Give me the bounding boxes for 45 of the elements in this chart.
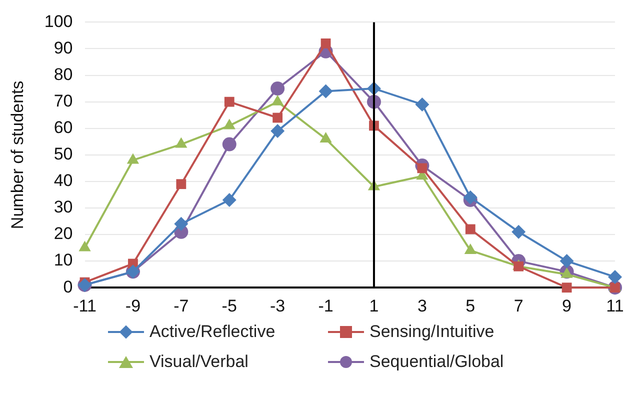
point — [320, 38, 331, 48]
point — [465, 224, 476, 234]
x-tick-label: 1 — [369, 296, 379, 316]
y-tick-label: 40 — [54, 171, 73, 190]
point — [512, 224, 526, 239]
x-tick-label: 5 — [466, 296, 476, 316]
x-tick-label: -11 — [73, 296, 96, 316]
point — [270, 124, 285, 138]
y-tick-label: 30 — [54, 198, 73, 217]
y-tick-label: 0 — [63, 277, 73, 296]
x-tick-label: 11 — [606, 296, 624, 316]
x-tick-label: 9 — [562, 296, 572, 316]
point — [176, 179, 186, 190]
x-tick-label: -5 — [222, 296, 237, 316]
point — [562, 282, 572, 293]
legend-label: Sensing/Intuitive — [370, 322, 494, 342]
point — [560, 254, 574, 268]
y-tick-label: 20 — [54, 224, 73, 244]
point — [272, 112, 283, 123]
y-tick-label: 90 — [54, 38, 73, 58]
legend-label: Active/Reflective — [150, 322, 276, 342]
point — [224, 96, 234, 107]
legend-label: Visual/Verbal — [150, 352, 248, 372]
y-tick-label: 50 — [54, 144, 73, 164]
y-tick-label: 60 — [54, 118, 73, 138]
point — [318, 84, 333, 98]
x-tick-label: -9 — [125, 296, 141, 316]
point — [270, 82, 285, 96]
y-tick-label: 100 — [44, 12, 73, 31]
point — [174, 216, 188, 231]
point — [222, 137, 236, 152]
point — [415, 97, 430, 112]
y-tick-label: 80 — [54, 64, 73, 84]
x-tick-label: -3 — [270, 296, 286, 316]
legend-label: Sequential/Global — [370, 352, 504, 372]
x-tick-label: 7 — [514, 296, 524, 316]
point — [222, 193, 236, 208]
x-tick-label: -1 — [318, 296, 334, 316]
y-tick-label: 10 — [54, 250, 73, 270]
point — [463, 190, 478, 204]
y-axis-title: Number of students — [8, 80, 27, 230]
y-tick-label: 70 — [54, 92, 73, 111]
x-tick-label: 3 — [417, 296, 427, 316]
point — [608, 270, 622, 284]
x-tick-label: -7 — [174, 296, 189, 316]
